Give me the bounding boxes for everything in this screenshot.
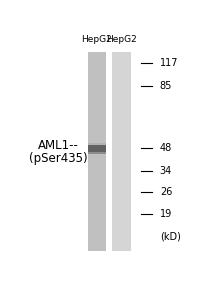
Text: 19: 19 xyxy=(160,209,172,219)
Bar xyxy=(88,143,106,145)
Text: 34: 34 xyxy=(160,166,172,176)
Text: (kD): (kD) xyxy=(160,232,181,242)
Text: AML1--: AML1-- xyxy=(38,139,79,152)
Bar xyxy=(88,52,106,251)
Bar xyxy=(88,145,106,154)
Text: HepG2: HepG2 xyxy=(106,35,137,44)
Text: 85: 85 xyxy=(160,81,172,91)
Text: (pSer435): (pSer435) xyxy=(29,152,88,165)
Text: 26: 26 xyxy=(160,187,172,197)
Text: HepG2: HepG2 xyxy=(82,35,112,44)
Bar xyxy=(112,52,131,251)
Bar xyxy=(88,152,106,154)
Text: 117: 117 xyxy=(160,58,178,68)
Text: 48: 48 xyxy=(160,143,172,153)
